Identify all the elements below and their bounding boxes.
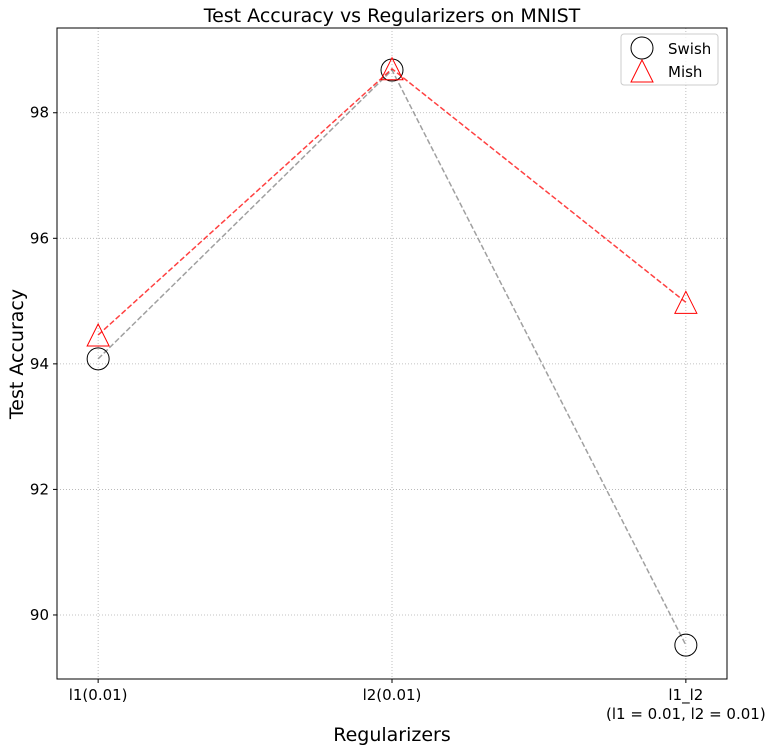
series-line-swish [97, 68, 687, 646]
legend: Swish Mish [620, 33, 719, 86]
x-axis-label: Regularizers [333, 724, 451, 746]
data-point-mish [86, 322, 110, 347]
legend-mish-label: Mish [668, 63, 702, 81]
x-tick-label: l1_l2 [668, 686, 703, 705]
data-point-mish [380, 56, 404, 81]
y-tick-label: 92 [30, 480, 49, 498]
x-tick-label: l1(0.01) [69, 686, 128, 704]
y-tick-label: 98 [30, 104, 49, 122]
data-point-swish [380, 58, 404, 82]
grid [57, 28, 727, 679]
series-lines [97, 67, 687, 646]
legend-box [620, 33, 719, 86]
y-tick-label: 90 [30, 606, 49, 624]
y-axis-label: Test Accuracy [6, 289, 28, 420]
plot-frame [56, 27, 728, 680]
ticks: 90 92 94 96 98 l1(0.01) l2(0.01) l1_l2(l1 = 0.0… [30, 104, 766, 723]
legend-mish-marker [630, 58, 654, 83]
series-markers [86, 56, 698, 657]
data-point-swish [674, 633, 698, 657]
data-point-swish [86, 347, 110, 371]
series-line-mish [97, 67, 687, 336]
y-tick-label: 96 [30, 229, 49, 247]
x-tick-label: (l1 = 0.01, l2 = 0.01) [606, 705, 766, 723]
x-tick-label: l2(0.01) [363, 686, 422, 704]
legend-swish-label: Swish [668, 40, 711, 58]
data-point-mish [674, 290, 698, 314]
y-tick-label: 94 [30, 355, 49, 373]
chart-title: Test Accuracy vs Regularizers on MNIST [203, 5, 581, 27]
